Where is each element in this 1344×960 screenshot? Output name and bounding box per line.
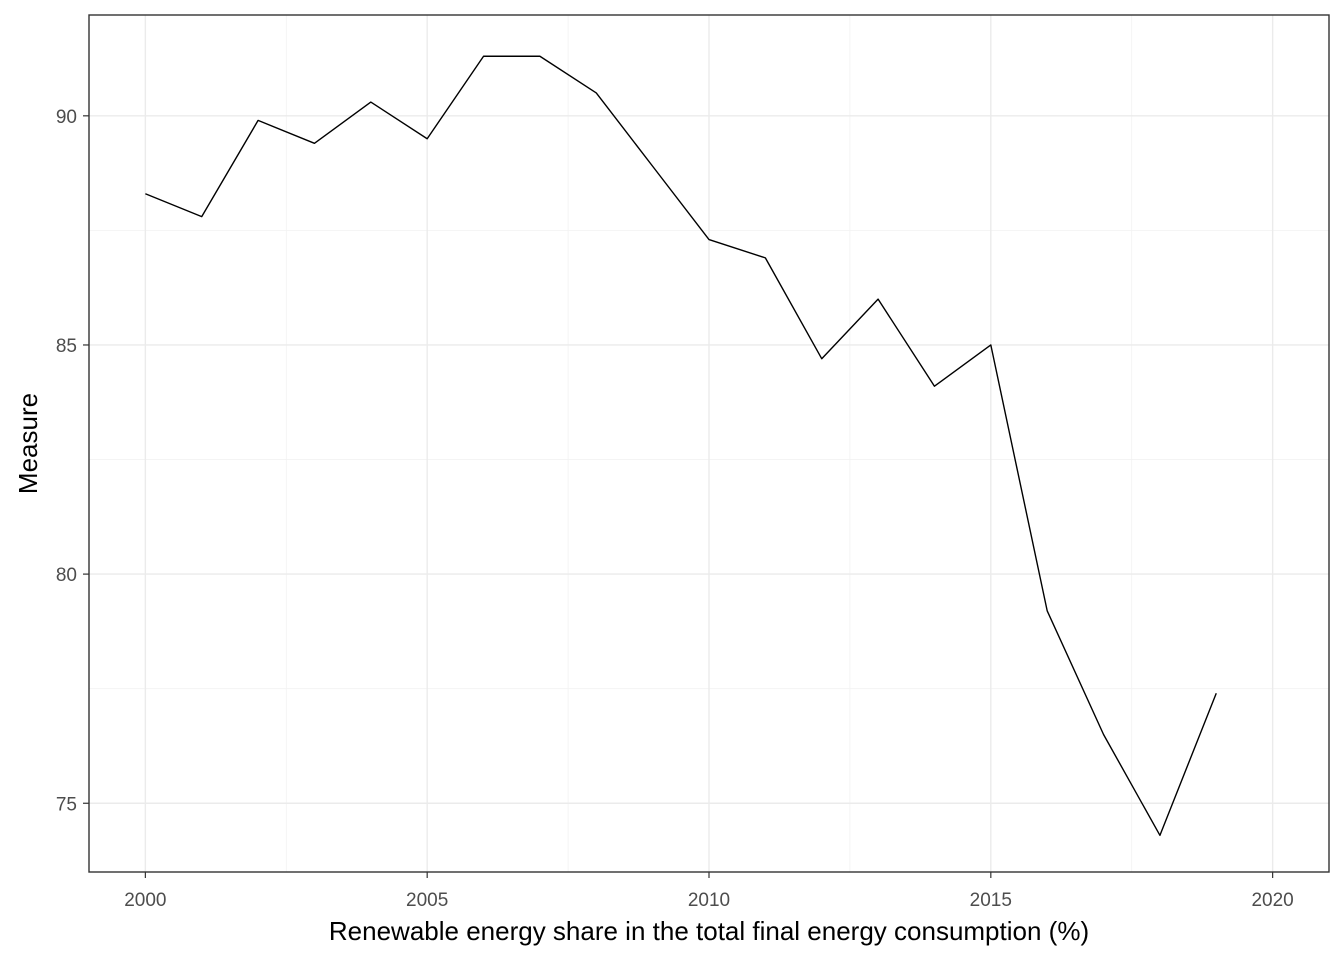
y-tick-label: 75	[56, 794, 77, 815]
y-axis-ticks: 75 80 85 90	[56, 107, 89, 815]
y-tick-label: 90	[56, 107, 77, 128]
y-axis-title: Measure	[13, 393, 43, 494]
y-tick-label: 85	[56, 336, 77, 357]
x-tick-label: 2000	[124, 890, 166, 911]
y-tick-label: 80	[56, 565, 77, 586]
x-tick-label: 2020	[1251, 890, 1293, 911]
series-line	[145, 55, 1217, 837]
x-axis-title: Renewable energy share in the total fina…	[329, 916, 1089, 946]
x-tick-label: 2010	[688, 890, 730, 911]
x-axis-ticks: 2000 2005 2010 2015 2020	[124, 872, 1294, 911]
x-tick-label: 2005	[406, 890, 448, 911]
major-gridlines	[89, 15, 1329, 872]
x-tick-label: 2015	[970, 890, 1012, 911]
